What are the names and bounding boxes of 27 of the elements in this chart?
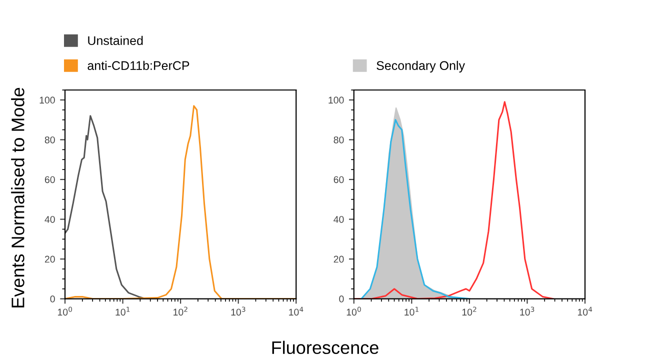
x-tick-label: 10$^{1}$ [404, 306, 418, 316]
y-axis-title: Events Normalised to Mode [11, 88, 24, 308]
legend-label: Secondary Only [376, 60, 465, 72]
y-tick-label: 100 [40, 96, 55, 104]
x-tick-label: 10$^{4}$ [578, 306, 592, 316]
x-tick-label: 10$^{3}$ [231, 306, 246, 316]
y-tick-label: 40 [44, 216, 55, 223]
y-tick-label: 80 [44, 136, 55, 144]
legend-label: anti-CD11b:PerCP [88, 60, 190, 70]
x-axis-title: Fluorescence [272, 340, 378, 354]
y-tick-label: 80 [334, 136, 344, 144]
x-tick-label: 10$^{1}$ [116, 306, 130, 316]
legend-label: Unstained [88, 36, 143, 46]
y-tick-label: 20 [44, 256, 55, 263]
x-tick-label: 10$^{2}$ [462, 306, 476, 316]
y-tick-label: 60 [334, 176, 344, 184]
x-tick-label: 10$^{0}$ [58, 306, 72, 316]
x-tick-label: 10$^{2}$ [174, 306, 188, 316]
y-tick-label: 100 [328, 96, 344, 104]
x-tick-label: 10$^{0}$ [346, 306, 361, 316]
y-tick-label: 20 [334, 256, 344, 263]
x-tick-label: 10$^{3}$ [520, 306, 534, 316]
x-tick-label: 10$^{4}$ [289, 306, 304, 316]
y-tick-label: 60 [44, 176, 55, 184]
y-tick-label: 0 [50, 296, 55, 302]
y-tick-label: 40 [334, 216, 344, 223]
y-tick-label: 0 [339, 296, 344, 302]
